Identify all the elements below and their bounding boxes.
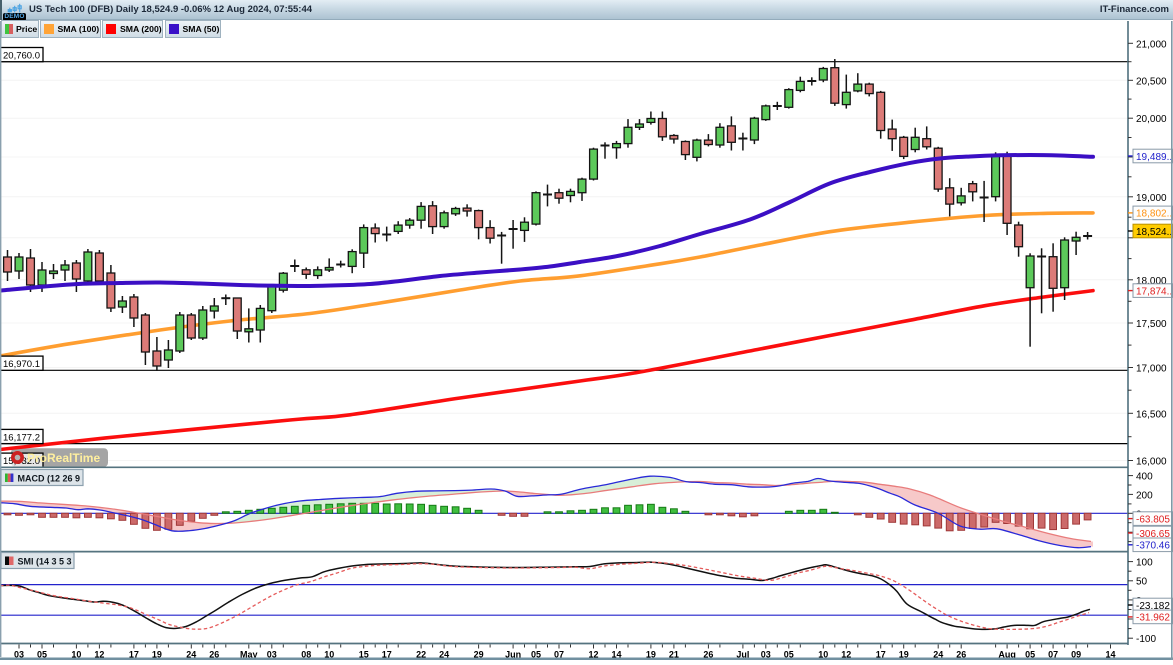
svg-text:16,177.2: 16,177.2	[3, 432, 40, 443]
svg-text:400: 400	[1136, 472, 1153, 483]
svg-text:-63.805: -63.805	[1136, 514, 1170, 525]
svg-text:18,802..: 18,802..	[1136, 209, 1172, 220]
svg-text:12: 12	[841, 650, 851, 660]
svg-text:17: 17	[876, 650, 886, 660]
svg-text:22: 22	[416, 650, 426, 660]
svg-text:16,000: 16,000	[1136, 457, 1167, 468]
svg-text:05: 05	[37, 650, 47, 660]
svg-text:-370.46: -370.46	[1136, 541, 1170, 552]
svg-text:18,524..: 18,524..	[1136, 227, 1172, 238]
svg-text:21: 21	[669, 650, 679, 660]
svg-text:18,000: 18,000	[1136, 276, 1167, 287]
svg-text:14: 14	[1105, 650, 1115, 660]
svg-text:16,500: 16,500	[1136, 409, 1167, 420]
svg-text:07: 07	[1048, 650, 1058, 660]
svg-text:05: 05	[1025, 650, 1035, 660]
svg-text:10: 10	[71, 650, 81, 660]
svg-text:19,000: 19,000	[1136, 193, 1167, 204]
svg-text:24: 24	[933, 650, 943, 660]
svg-text:17,500: 17,500	[1136, 319, 1167, 330]
svg-text:Aug: Aug	[998, 650, 1016, 660]
svg-text:24: 24	[439, 650, 449, 660]
svg-text:03: 03	[761, 650, 771, 660]
svg-text:MACD (12 26 9: MACD (12 26 9	[18, 474, 81, 484]
svg-text:21,000: 21,000	[1136, 39, 1167, 50]
svg-text:17: 17	[382, 650, 392, 660]
svg-text:05: 05	[531, 650, 541, 660]
svg-text:17: 17	[129, 650, 139, 660]
svg-text:17,000: 17,000	[1136, 364, 1167, 375]
svg-text:15: 15	[359, 650, 369, 660]
svg-text:20,500: 20,500	[1136, 76, 1167, 87]
svg-text:14: 14	[611, 650, 621, 660]
svg-text:Jul: Jul	[736, 650, 749, 660]
svg-text:07: 07	[554, 650, 564, 660]
svg-text:May: May	[240, 650, 258, 660]
svg-text:19: 19	[899, 650, 909, 660]
svg-text:09: 09	[1071, 650, 1081, 660]
svg-text:-306.65: -306.65	[1136, 529, 1170, 540]
svg-text:10: 10	[818, 650, 828, 660]
svg-text:16,970.1: 16,970.1	[3, 359, 40, 370]
svg-text:200: 200	[1136, 491, 1153, 502]
svg-text:100: 100	[1136, 558, 1153, 569]
svg-text:26: 26	[956, 650, 966, 660]
svg-text:19: 19	[646, 650, 656, 660]
svg-text:50: 50	[1136, 577, 1148, 588]
svg-text:-31.962: -31.962	[1136, 613, 1170, 624]
svg-text:03: 03	[14, 650, 24, 660]
svg-text:24: 24	[186, 650, 196, 660]
svg-text:08: 08	[301, 650, 311, 660]
svg-text:20,760.0: 20,760.0	[3, 51, 40, 62]
svg-text:26: 26	[209, 650, 219, 660]
svg-text:ProRealTime: ProRealTime	[27, 451, 100, 465]
svg-text:19,489..: 19,489..	[1136, 152, 1172, 163]
svg-text:-100: -100	[1136, 634, 1156, 645]
svg-text:SMI (14 3 5 3: SMI (14 3 5 3	[18, 557, 72, 567]
svg-text:17,874..: 17,874..	[1136, 286, 1172, 297]
svg-text:05: 05	[784, 650, 794, 660]
svg-text:29: 29	[474, 650, 484, 660]
svg-text:03: 03	[267, 650, 277, 660]
svg-text:Jun: Jun	[505, 650, 521, 660]
svg-text:19: 19	[152, 650, 162, 660]
svg-text:26: 26	[703, 650, 713, 660]
svg-text:10: 10	[324, 650, 334, 660]
svg-text:12: 12	[94, 650, 104, 660]
svg-text:20,000: 20,000	[1136, 114, 1167, 125]
svg-text:-23.182: -23.182	[1136, 601, 1170, 612]
svg-text:12: 12	[588, 650, 598, 660]
